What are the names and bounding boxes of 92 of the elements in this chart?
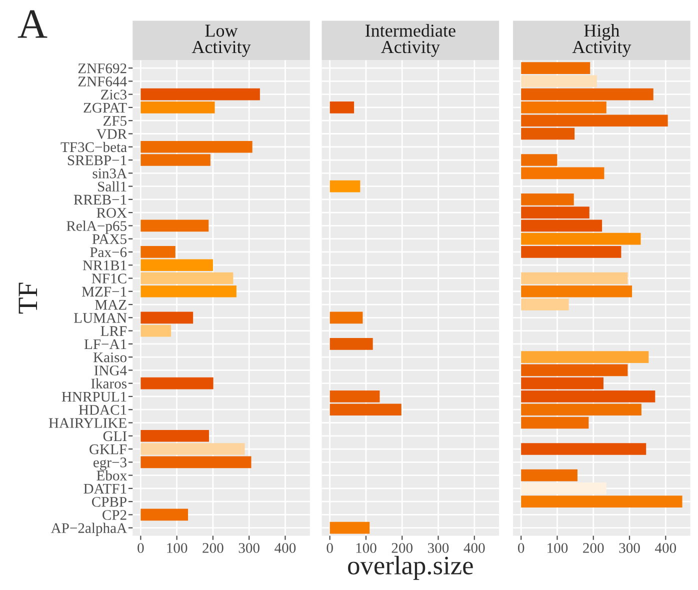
chart-title: Intermediate Activity xyxy=(365,24,456,57)
bar xyxy=(521,285,632,298)
y-tick-label: HAIRYLIKE xyxy=(48,418,126,428)
chart-title: High Activity xyxy=(572,24,632,57)
x-axis-title: overlap.size xyxy=(348,556,473,580)
x-tick-label: 200 xyxy=(583,543,604,553)
y-tick-label: ROX xyxy=(96,208,127,218)
y-tick-label: DATF1 xyxy=(84,484,126,494)
bar xyxy=(521,246,622,258)
bar xyxy=(521,62,590,74)
y-tick-label: ZNF644 xyxy=(78,76,127,86)
y-tick-label: Ikaros xyxy=(91,378,127,389)
bar xyxy=(140,377,214,390)
bar xyxy=(140,456,252,468)
bar xyxy=(140,324,172,337)
bar xyxy=(140,272,234,284)
bar xyxy=(521,102,606,114)
y-tick-label: CPBP xyxy=(92,496,126,507)
bar xyxy=(140,285,236,298)
bar xyxy=(140,508,188,521)
bar xyxy=(521,88,654,100)
y-tick-label: HDAC1 xyxy=(78,405,126,415)
y-tick-label: RREB−1 xyxy=(74,194,126,205)
bar xyxy=(521,351,649,363)
bar xyxy=(140,312,194,324)
y-tick-label: ZGPAT xyxy=(84,102,127,113)
y-tick-label: CP2 xyxy=(102,510,126,520)
x-tick-label: 0 xyxy=(518,543,524,553)
x-tick-label: 400 xyxy=(464,543,485,553)
y-tick-label: AP−2alphaA xyxy=(50,522,127,536)
y-tick-label: ZNF692 xyxy=(78,63,126,74)
bar xyxy=(330,180,360,192)
x-tick-label: 400 xyxy=(274,543,296,553)
bar xyxy=(521,75,597,88)
bar xyxy=(521,443,646,455)
y-tick-label: NF1C xyxy=(92,274,126,284)
y-axis-title: TF xyxy=(18,282,38,314)
y-tick-label: egr−3 xyxy=(94,458,126,470)
y-tick-label: RelA−p65 xyxy=(66,220,126,234)
y-tick-label: VDR xyxy=(96,129,128,140)
y-tick-label: GKLF xyxy=(90,444,127,454)
y-tick-label: Ebox xyxy=(96,470,127,480)
bar xyxy=(521,272,628,284)
bar xyxy=(330,312,363,324)
x-tick-label: 300 xyxy=(619,543,640,553)
x-tick-label: 0 xyxy=(138,543,144,553)
y-tick-label: Kaiso xyxy=(93,352,127,362)
y-tick-label: PAX5 xyxy=(92,234,126,244)
y-tick-label: LUMAN xyxy=(74,313,127,323)
bar xyxy=(521,496,682,508)
bar xyxy=(521,298,569,310)
y-tick-label: LRF xyxy=(100,326,127,336)
bar xyxy=(140,220,209,232)
x-tick-label: 400 xyxy=(654,543,676,553)
y-tick-label: MAZ xyxy=(95,300,126,310)
y-tick-label: Pax−6 xyxy=(90,247,127,258)
x-tick-label: 200 xyxy=(202,543,224,553)
x-tick-label: 300 xyxy=(428,543,449,553)
bar xyxy=(330,102,354,114)
bar xyxy=(140,259,213,272)
y-tick-label: ZF5 xyxy=(103,116,126,126)
y-tick-label: SREBP−1 xyxy=(68,155,126,166)
bar xyxy=(140,102,215,114)
x-tick-label: 300 xyxy=(238,543,260,553)
bar xyxy=(140,88,260,100)
bar xyxy=(330,522,370,534)
y-tick-label: Sall1 xyxy=(98,181,126,192)
bar xyxy=(521,482,606,494)
x-tick-label: 100 xyxy=(167,543,188,553)
y-tick-label: Zic3 xyxy=(101,90,126,100)
bar xyxy=(521,194,574,206)
y-tick-label: GLI xyxy=(103,431,127,442)
x-tick-label: 200 xyxy=(392,543,412,553)
x-tick-label: 0 xyxy=(326,543,333,553)
bar xyxy=(140,246,176,258)
y-tick-label: MZF−1 xyxy=(82,286,126,296)
bar xyxy=(521,469,578,482)
bar xyxy=(140,443,245,455)
bar xyxy=(521,232,641,245)
x-tick-label: 100 xyxy=(356,543,376,553)
chart-title: Low Activity xyxy=(192,24,251,57)
y-tick-label: LF−A1 xyxy=(84,339,126,349)
y-tick-label: HNRPUL1 xyxy=(62,392,126,402)
bar xyxy=(140,430,209,442)
text: A xyxy=(18,10,48,38)
x-tick-label: 100 xyxy=(548,543,568,553)
y-tick-label: ING4 xyxy=(94,366,127,376)
y-tick-label: TF3C−beta xyxy=(60,142,127,152)
bar xyxy=(330,338,373,350)
y-tick-label: NR1B1 xyxy=(82,260,126,270)
bar xyxy=(521,364,628,376)
y-tick-label: sin3A xyxy=(92,168,127,178)
